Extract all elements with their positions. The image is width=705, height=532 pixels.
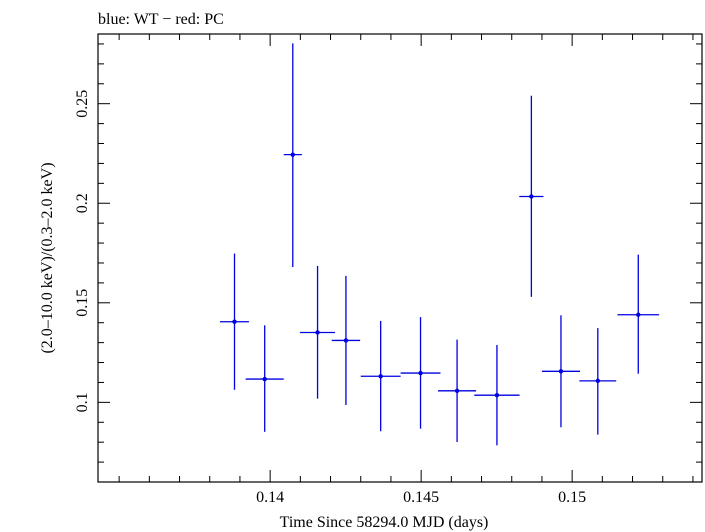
data-point bbox=[438, 339, 477, 442]
x-tick-labels: 0.14 0.145 0.15 bbox=[256, 489, 586, 506]
data-point bbox=[331, 275, 361, 405]
data-marker bbox=[418, 370, 423, 376]
data-point bbox=[617, 254, 660, 374]
data-marker bbox=[636, 312, 641, 317]
data-marker bbox=[378, 374, 383, 379]
data-point bbox=[541, 315, 580, 428]
x-tick-label: 0.15 bbox=[558, 489, 586, 506]
data-point bbox=[474, 345, 520, 446]
data-marker bbox=[558, 369, 564, 374]
x-axis-label: Time Since 58294.0 MJD (days) bbox=[280, 514, 489, 531]
data-series-wt bbox=[220, 43, 660, 446]
data-point bbox=[245, 325, 284, 432]
data-marker bbox=[529, 194, 534, 199]
axis-ticks bbox=[98, 34, 702, 483]
data-marker bbox=[232, 319, 237, 324]
y-axis-label: (2.0–10.0 keV)/(0.3–2.0 keV) bbox=[39, 162, 56, 353]
data-point bbox=[220, 253, 249, 390]
data-marker bbox=[315, 330, 320, 335]
x-tick-label: 0.145 bbox=[403, 489, 439, 506]
chart-title: blue: WT − red: PC bbox=[98, 11, 224, 28]
data-point bbox=[519, 95, 544, 297]
y-tick-labels: 0.1 0.15 0.2 0.25 bbox=[74, 90, 91, 413]
y-tick-label: 0.25 bbox=[74, 90, 91, 118]
data-marker bbox=[290, 152, 295, 157]
y-tick-label: 0.2 bbox=[74, 193, 91, 213]
data-marker bbox=[595, 378, 601, 384]
y-tick-label: 0.15 bbox=[74, 289, 91, 317]
data-marker bbox=[454, 388, 460, 394]
data-point bbox=[579, 328, 617, 435]
data-marker bbox=[494, 392, 500, 398]
plot-frame bbox=[97, 33, 703, 483]
data-point bbox=[360, 320, 401, 432]
data-point bbox=[283, 43, 302, 267]
data-marker bbox=[262, 376, 267, 382]
data-point bbox=[400, 317, 441, 429]
x-tick-label: 0.14 bbox=[256, 489, 284, 506]
data-marker bbox=[343, 338, 349, 343]
y-tick-label: 0.1 bbox=[74, 392, 91, 412]
data-point bbox=[300, 265, 336, 399]
